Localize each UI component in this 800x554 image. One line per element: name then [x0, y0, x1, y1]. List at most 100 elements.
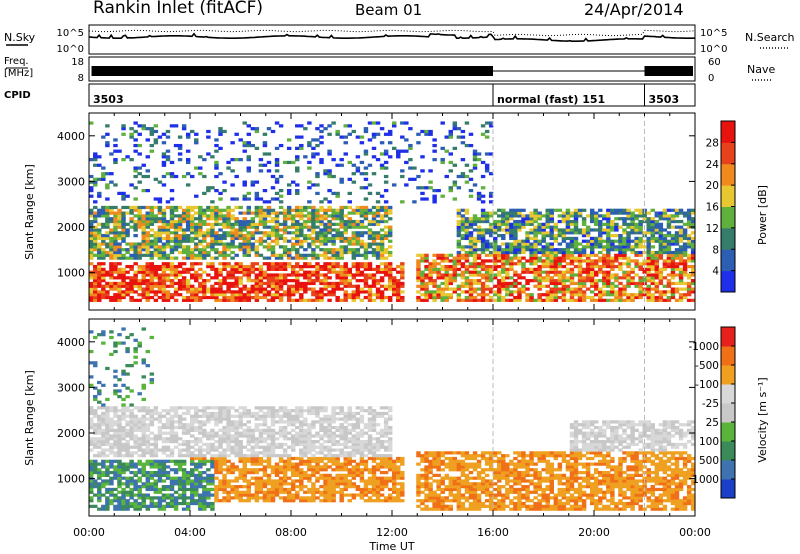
echo-cell [173, 476, 179, 480]
echo-cell [105, 236, 110, 241]
echo-cell [149, 482, 155, 486]
echo-cell [634, 284, 639, 288]
echo-cell [501, 219, 506, 224]
echo-cell [117, 468, 122, 472]
echo-cell [137, 248, 142, 252]
echo-cell [137, 281, 142, 286]
echo-cell [121, 273, 126, 277]
echo-cell [468, 264, 474, 269]
echo-cell [141, 468, 146, 472]
echo-cell [262, 234, 268, 238]
echo-cell [299, 234, 304, 238]
echo-cell [141, 242, 146, 246]
echo-cell [602, 273, 607, 277]
echo-cell [529, 242, 534, 246]
echo-cell [145, 295, 150, 300]
echo-cell [157, 135, 163, 139]
echo-cell [153, 434, 159, 438]
echo-cell [622, 298, 627, 302]
echo-cell [557, 262, 563, 266]
echo-cell [650, 276, 655, 280]
echo-cell [448, 281, 453, 286]
echo-cell [105, 423, 110, 427]
echo-cell [525, 270, 530, 274]
echo-cell [690, 211, 696, 215]
echo-cell [303, 236, 308, 241]
echo-cell [222, 499, 227, 503]
echo-cell [121, 437, 126, 441]
echo-cell [674, 231, 680, 235]
echo-cell [424, 290, 429, 294]
echo-cell [214, 236, 219, 241]
echo-cell [549, 264, 554, 269]
echo-cell [113, 287, 118, 291]
echo-cell [117, 298, 122, 302]
echo-cell [101, 462, 106, 466]
echo-cell [282, 273, 288, 277]
echo-cell [363, 129, 369, 134]
echo-cell [525, 217, 530, 221]
echo-cell [129, 245, 134, 249]
echo-cell [371, 172, 377, 176]
echo-cell [618, 262, 623, 266]
echo-cell [89, 245, 94, 249]
echo-cell [169, 214, 175, 218]
echo-cell [234, 267, 239, 271]
echo-cell [347, 191, 352, 196]
echo-cell [561, 259, 567, 263]
echo-cell [420, 281, 425, 286]
echo-cell [565, 245, 571, 249]
echo-cell [311, 231, 316, 235]
echo-cell [173, 420, 179, 424]
echo-cell [505, 267, 510, 271]
echo-cell [190, 454, 195, 458]
echo-cell [137, 437, 142, 441]
echo-cell [113, 217, 118, 221]
echo-cell [456, 127, 462, 131]
echo-cell [97, 470, 102, 475]
echo-cell [149, 149, 155, 153]
echo-cell [488, 279, 494, 283]
echo-cell [218, 409, 223, 413]
echo-cell [375, 242, 381, 246]
echo-cell [517, 281, 522, 286]
echo-cell [262, 143, 268, 148]
echo-cell [121, 411, 126, 416]
echo-cell [202, 420, 207, 424]
echo-cell [339, 231, 344, 235]
echo-cell [440, 194, 445, 198]
echo-cell [214, 431, 219, 435]
echo-cell [456, 267, 462, 271]
echo-cell [250, 217, 256, 221]
echo-cell [194, 499, 199, 503]
echo-cell [335, 194, 340, 198]
echo-cell [359, 141, 365, 145]
colorbar-swatch [721, 206, 735, 229]
echo-cell [125, 409, 130, 413]
echo-cell [448, 132, 453, 136]
echo-cell [598, 293, 603, 297]
echo-cell [444, 281, 449, 286]
echo-cell [606, 217, 611, 221]
echo-cell [452, 287, 458, 291]
colorbar-swatch [721, 185, 735, 207]
echo-cell [359, 262, 365, 266]
echo-cell [214, 281, 219, 286]
echo-cell [658, 236, 664, 241]
echo-cell [105, 253, 110, 257]
echo-cell [545, 290, 550, 294]
echo-cell [484, 267, 490, 271]
echo-cell [218, 281, 223, 286]
echo-cell [383, 219, 389, 224]
echo-cell [598, 264, 603, 269]
echo-cell [113, 445, 118, 449]
echo-cell [654, 253, 660, 257]
echo-cell [105, 414, 110, 418]
echo-cell [121, 197, 126, 201]
echo-cell [214, 143, 219, 148]
echo-cell [161, 160, 167, 165]
echo-cell [537, 211, 542, 215]
echo-cell [553, 290, 559, 294]
echo-cell [222, 411, 227, 416]
echo-cell [93, 414, 98, 418]
